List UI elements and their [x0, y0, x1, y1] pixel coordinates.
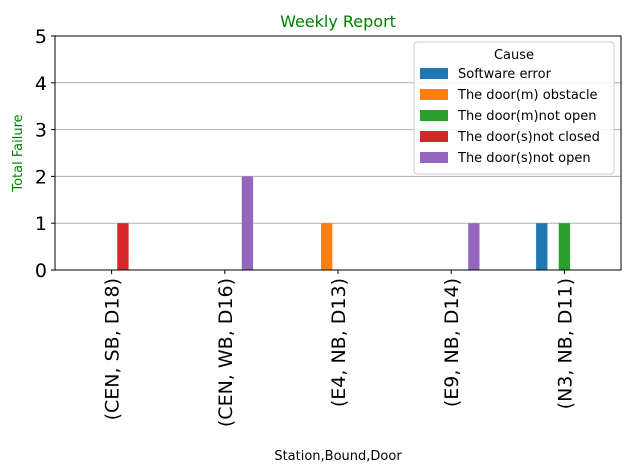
- y-tick-label: 5: [35, 26, 47, 48]
- x-tick-label: (E9, NB, D14): [441, 278, 463, 407]
- y-axis-ticks: 0 1 2 3 4 5: [35, 26, 55, 282]
- legend-swatch: [420, 68, 448, 79]
- y-tick-label: 0: [35, 260, 47, 282]
- bars: [117, 176, 571, 270]
- legend-label: Software error: [458, 67, 552, 82]
- x-tick-label: (CEN, WB, D16): [215, 278, 237, 427]
- bar: [536, 223, 548, 270]
- y-tick-label: 1: [35, 213, 47, 235]
- x-tick-label: (E4, NB, D13): [328, 278, 350, 407]
- legend-label: The door(s)not open: [457, 151, 591, 166]
- bar: [241, 176, 254, 270]
- legend: Cause Software error The door(m) obstacle…: [413, 41, 615, 175]
- legend-swatch: [420, 152, 448, 163]
- legend-label: The door(m) obstacle: [457, 88, 598, 103]
- bar: [558, 223, 571, 270]
- y-axis-label: Total Failure: [11, 114, 26, 192]
- y-tick-label: 2: [35, 166, 47, 188]
- x-tick-label: (N3, NB, D11): [554, 278, 576, 409]
- y-tick-label: 4: [35, 73, 47, 95]
- bar: [117, 223, 129, 270]
- legend-swatch: [420, 110, 448, 121]
- legend-label: The door(m)not open: [457, 109, 597, 124]
- x-tick-label: (CEN, SB, D18): [102, 278, 124, 420]
- y-tick-label: 3: [35, 120, 47, 142]
- legend-label: The door(s)not closed: [457, 130, 600, 145]
- legend-swatch: [420, 131, 448, 142]
- x-axis-ticks: (CEN, SB, D18) (CEN, WB, D16) (E4, NB, D13…: [102, 270, 576, 427]
- x-axis-label: Station,Bound,Door: [274, 449, 402, 464]
- legend-title: Cause: [494, 48, 534, 63]
- legend-swatch: [420, 89, 448, 100]
- legend-box: [413, 41, 615, 175]
- bar: [468, 223, 480, 270]
- chart-title: Weekly Report: [280, 12, 396, 31]
- bar: [321, 223, 333, 270]
